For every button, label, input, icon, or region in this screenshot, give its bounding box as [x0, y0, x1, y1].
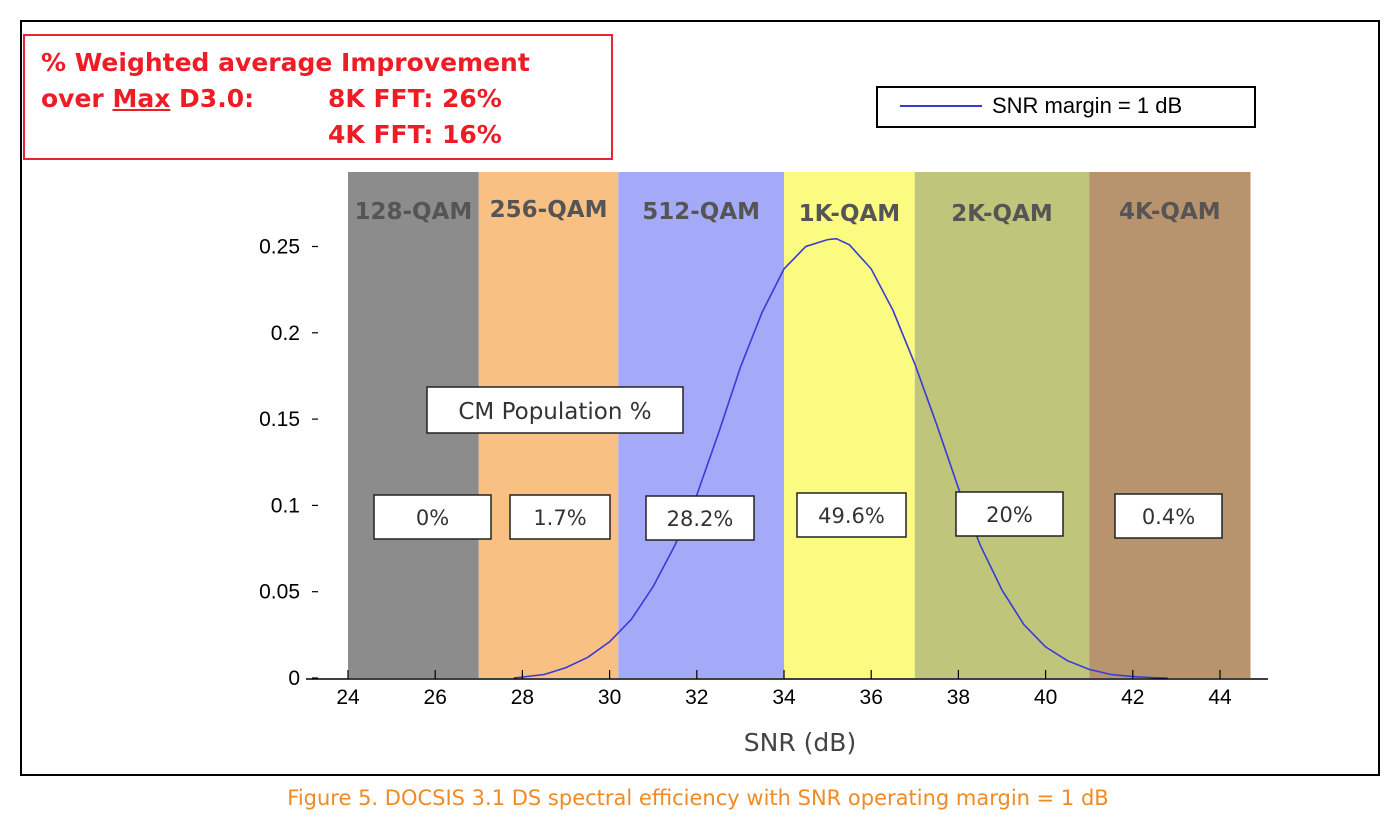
- x-tick-label: 44: [1208, 686, 1232, 709]
- improvement-over-post: D3.0:: [170, 84, 255, 113]
- improvement-over-label: over Max D3.0:: [41, 82, 254, 116]
- population-value: 1.7%: [533, 506, 586, 530]
- band-1k-qam: [784, 172, 915, 678]
- population-label: CM Population %: [458, 399, 651, 425]
- x-tick-label: 36: [860, 686, 883, 709]
- band-4k-qam: [1089, 172, 1251, 678]
- improvement-box: % Weighted average Improvement over Max …: [23, 34, 613, 160]
- x-tick-label: 34: [772, 686, 796, 709]
- figure-caption: Figure 5. DOCSIS 3.1 DS spectral efficie…: [287, 786, 1109, 810]
- population-box: [955, 491, 1064, 537]
- x-axis-label: SNR (dB): [744, 728, 856, 757]
- y-tick-label: 0.1: [271, 494, 300, 517]
- x-tick-label: 32: [685, 686, 708, 709]
- y-tick-label: 0.15: [259, 408, 300, 431]
- legend: SNR margin = 1 dB: [876, 86, 1256, 128]
- population-value: 28.2%: [667, 507, 734, 531]
- y-tick-label: 0.05: [259, 581, 300, 604]
- population-box: [509, 494, 611, 540]
- x-tick-label: 24: [336, 686, 360, 709]
- population-value: 20%: [986, 503, 1033, 527]
- band-label: 4K-QAM: [1119, 199, 1221, 225]
- population-box: [645, 495, 755, 541]
- legend-line-swatch: [900, 105, 982, 107]
- band-label: 512-QAM: [642, 199, 760, 225]
- y-tick-label: 0: [288, 667, 300, 690]
- x-tick-label: 38: [947, 686, 970, 709]
- improvement-over-pre: over: [41, 84, 113, 113]
- improvement-8k-fft: 8K FFT: 26%: [328, 84, 502, 113]
- legend-label: SNR margin = 1 dB: [992, 93, 1183, 118]
- y-tick-label: 0.25: [259, 236, 300, 259]
- improvement-title: % Weighted average Improvement: [41, 48, 530, 77]
- population-value: 49.6%: [818, 504, 885, 528]
- population-box: [1114, 493, 1223, 539]
- x-tick-label: 30: [598, 686, 621, 709]
- x-tick-label: 42: [1121, 686, 1144, 709]
- population-value: 0.4%: [1142, 505, 1195, 529]
- population-value: 0%: [416, 506, 449, 530]
- x-tick-label: 40: [1034, 686, 1057, 709]
- y-tick-label: 0.2: [271, 322, 300, 345]
- improvement-4k-fft: 4K FFT: 16%: [328, 120, 502, 149]
- band-label: 256-QAM: [490, 197, 608, 223]
- improvement-max: Max: [112, 84, 171, 113]
- x-tick-label: 28: [511, 686, 534, 709]
- population-box: [373, 494, 492, 540]
- population-box: [796, 492, 907, 538]
- band-2k-qam: [914, 172, 1090, 678]
- band-label: 1K-QAM: [799, 201, 901, 227]
- band-label: 2K-QAM: [951, 201, 1053, 227]
- band-label: 128-QAM: [355, 199, 473, 225]
- x-tick-label: 26: [424, 686, 447, 709]
- population-label-box: [426, 386, 684, 434]
- series-line: [513, 237, 1168, 679]
